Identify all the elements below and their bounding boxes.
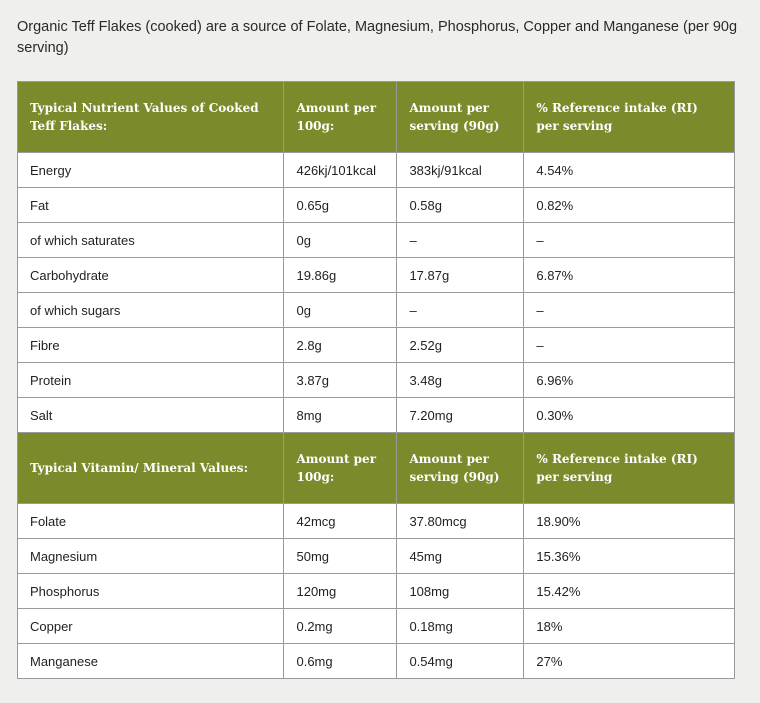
table-cell: 0.6mg [283,643,398,679]
table-cell: 108mg [396,573,525,609]
table-cell: 0g [283,222,398,258]
nutrition-table: Typical Nutrient Values of Cooked Teff F… [16,81,735,679]
table-cell: 2.52g [396,327,525,363]
table-cell: of which saturates [16,222,285,258]
vitamins-header-cell: Amount per 100g: [283,432,398,504]
table-cell: 6.87% [523,257,735,293]
table-cell: 0.30% [523,397,735,433]
table-cell: 19.86g [283,257,398,293]
table-cell: 8mg [283,397,398,433]
table-cell: Salt [16,397,285,433]
table-cell: Protein [16,362,285,398]
table-cell: – [396,292,525,328]
table-cell: 27% [523,643,735,679]
table-cell: 17.87g [396,257,525,293]
table-cell: 50mg [283,538,398,574]
table-row: Manganese 0.6mg 0.54mg 27% [16,643,735,679]
nutrients-header-cell: Amount per serving (90g) [396,81,525,153]
table-cell: 18% [523,608,735,644]
table-cell: 0.82% [523,187,735,223]
table-cell: 0.2mg [283,608,398,644]
table-cell: 0.18mg [396,608,525,644]
table-cell: 42mcg [283,503,398,539]
vitamins-header-row: Typical Vitamin/ Mineral Values: Amount p… [16,432,735,504]
table-cell: – [523,222,735,258]
table-cell: – [523,327,735,363]
table-row: Magnesium 50mg 45mg 15.36% [16,538,735,574]
vitamins-header-cell: % Reference intake (RI) per serving [523,432,735,504]
table-cell: – [523,292,735,328]
table-cell: 37.80mcg [396,503,525,539]
table-row: Phosphorus 120mg 108mg 15.42% [16,573,735,609]
table-row: of which sugars 0g – – [16,292,735,328]
table-cell: of which sugars [16,292,285,328]
table-row: Energy 426kj/101kcal 383kj/91kcal 4.54% [16,152,735,188]
table-cell: 0.58g [396,187,525,223]
table-cell: 18.90% [523,503,735,539]
table-row: Salt 8mg 7.20mg 0.30% [16,397,735,433]
table-row: Copper 0.2mg 0.18mg 18% [16,608,735,644]
table-cell: 4.54% [523,152,735,188]
table-cell: 3.87g [283,362,398,398]
table-row: Fibre 2.8g 2.52g – [16,327,735,363]
table-cell: Magnesium [16,538,285,574]
table-cell: 0.54mg [396,643,525,679]
table-cell: 45mg [396,538,525,574]
table-row: of which saturates 0g – – [16,222,735,258]
table-row: Carbohydrate 19.86g 17.87g 6.87% [16,257,735,293]
table-cell: 15.42% [523,573,735,609]
nutrients-header-cell: % Reference intake (RI) per serving [523,81,735,153]
nutrients-header-cell: Typical Nutrient Values of Cooked Teff F… [16,81,285,153]
table-cell: Folate [16,503,285,539]
table-cell: 6.96% [523,362,735,398]
table-cell: Copper [16,608,285,644]
table-row: Protein 3.87g 3.48g 6.96% [16,362,735,398]
table-cell: Phosphorus [16,573,285,609]
table-row: Fat 0.65g 0.58g 0.82% [16,187,735,223]
table-cell: 2.8g [283,327,398,363]
table-cell: Fibre [16,327,285,363]
table-cell: 3.48g [396,362,525,398]
table-row: Folate 42mcg 37.80mcg 18.90% [16,503,735,539]
table-cell: Manganese [16,643,285,679]
table-cell: 7.20mg [396,397,525,433]
table-cell: 0.65g [283,187,398,223]
vitamins-header-cell: Amount per serving (90g) [396,432,525,504]
table-cell: 0g [283,292,398,328]
table-cell: Fat [16,187,285,223]
vitamins-header-cell: Typical Vitamin/ Mineral Values: [16,432,285,504]
table-cell: 426kj/101kcal [283,152,398,188]
intro-text: Organic Teff Flakes (cooked) are a sourc… [17,19,738,56]
table-cell: Energy [16,152,285,188]
table-cell: – [396,222,525,258]
nutrients-header-cell: Amount per 100g: [283,81,398,153]
table-cell: Carbohydrate [16,257,285,293]
table-cell: 120mg [283,573,398,609]
table-cell: 15.36% [523,538,735,574]
table-cell: 383kj/91kcal [396,152,525,188]
nutrients-header-row: Typical Nutrient Values of Cooked Teff F… [16,81,735,153]
